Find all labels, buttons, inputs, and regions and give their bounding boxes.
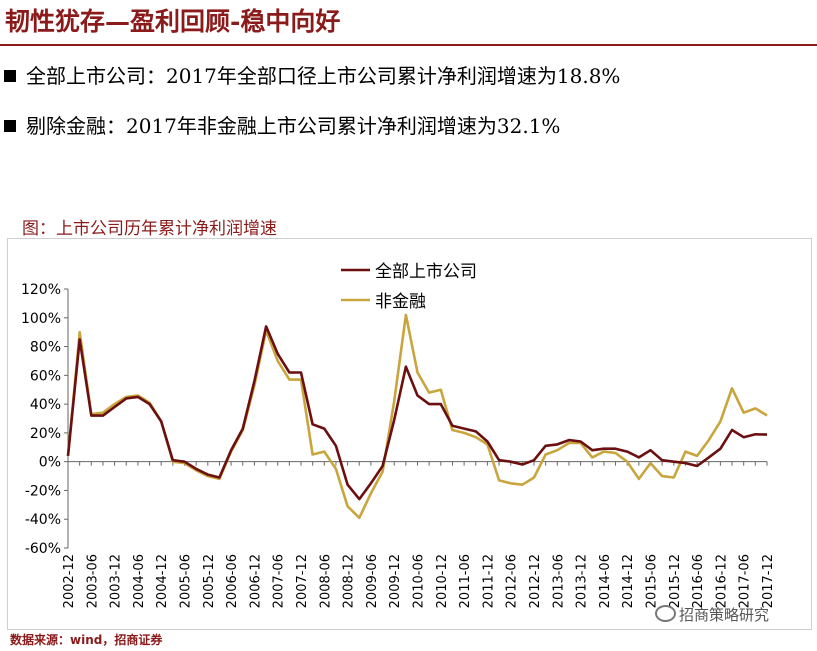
bullet-text: 全部上市公司：2017年全部口径上市公司累计净利润增速为18.8% <box>26 64 621 88</box>
watermark-text: 招商策略研究 <box>679 606 770 624</box>
x-tick-label: 2015-06 <box>645 554 660 608</box>
wechat-icon <box>655 605 676 622</box>
x-tick-label: 2005-06 <box>179 554 194 608</box>
x-tick-label: 2002-12 <box>62 554 77 608</box>
x-tick-label: 2011-06 <box>458 554 473 608</box>
x-tick-label: 2012-06 <box>505 554 520 608</box>
x-tick-label: 2006-06 <box>225 554 240 608</box>
x-tick-label: 2006-12 <box>248 554 263 608</box>
x-tick-label: 2012-12 <box>528 554 543 608</box>
slide-title: 韧性犹存—盈利回顾-稳中向好 <box>5 7 341 36</box>
legend-label: 非金融 <box>375 292 426 312</box>
x-tick-label: 2013-12 <box>575 554 590 608</box>
x-tick-label: 2009-12 <box>388 554 403 608</box>
chart-title: 图：上市公司历年累计净利润增速 <box>22 219 277 239</box>
x-tick-label: 2015-12 <box>668 554 683 608</box>
watermark: 招商策略研究 <box>655 604 769 625</box>
x-tick-label: 2004-12 <box>155 554 170 608</box>
y-tick-label: 0% <box>39 455 61 471</box>
y-tick-label: 40% <box>30 397 61 413</box>
data-source: 数据来源：wind，招商证券 <box>10 633 163 647</box>
x-tick-label: 2007-06 <box>272 554 287 608</box>
chart-series <box>66 313 768 520</box>
bullet-square-icon <box>4 120 16 132</box>
x-tick-label: 2007-12 <box>295 554 310 608</box>
y-tick-label: 80% <box>30 340 61 356</box>
x-tick-label: 2017-12 <box>761 554 776 608</box>
y-tick-label: 120% <box>21 282 61 298</box>
y-tick-label: 100% <box>21 311 61 327</box>
x-tick-label: 2014-12 <box>621 554 636 608</box>
chart-axes: 120% 100% 80% 60% 40% 20% 0% -20% -40% -60%2002-1… <box>21 282 776 608</box>
x-tick-label: 2005-12 <box>202 554 217 608</box>
chart-frame <box>7 238 812 630</box>
x-tick-label: 2013-06 <box>551 554 566 608</box>
bullet-text: 剔除金融：2017年非金融上市公司累计净利润增速为32.1% <box>26 114 561 138</box>
x-tick-label: 2010-12 <box>435 554 450 608</box>
x-tick-label: 2011-12 <box>481 554 496 608</box>
bullet-square-icon <box>4 70 16 82</box>
series-line-all-companies <box>66 325 768 501</box>
x-tick-label: 2008-12 <box>342 554 357 608</box>
series-line-non-financial <box>66 313 768 520</box>
y-tick-label: -20% <box>25 483 61 499</box>
x-tick-label: 2016-12 <box>714 554 729 608</box>
bullet-all-companies: 全部上市公司：2017年全部口径上市公司累计净利润增速为18.8% <box>4 60 620 89</box>
y-tick-label: 60% <box>30 368 61 384</box>
y-tick-label: 20% <box>30 426 61 442</box>
x-tick-label: 2009-06 <box>365 554 380 608</box>
title-divider <box>0 44 817 46</box>
x-tick-label: 2016-06 <box>691 554 706 608</box>
x-tick-label: 2004-06 <box>132 554 147 608</box>
x-tick-label: 2003-12 <box>109 554 124 608</box>
x-tick-label: 2010-06 <box>412 554 427 608</box>
y-tick-label: -40% <box>25 512 61 528</box>
y-tick-label: -60% <box>25 541 61 557</box>
x-tick-label: 2008-06 <box>318 554 333 608</box>
x-tick-label: 2003-06 <box>85 554 100 608</box>
x-tick-label: 2017-06 <box>738 554 753 608</box>
x-tick-label: 2014-06 <box>598 554 613 608</box>
legend-label: 全部上市公司 <box>375 262 477 282</box>
bullet-non-financial: 剔除金融：2017年非金融上市公司累计净利润增速为32.1% <box>4 110 560 139</box>
